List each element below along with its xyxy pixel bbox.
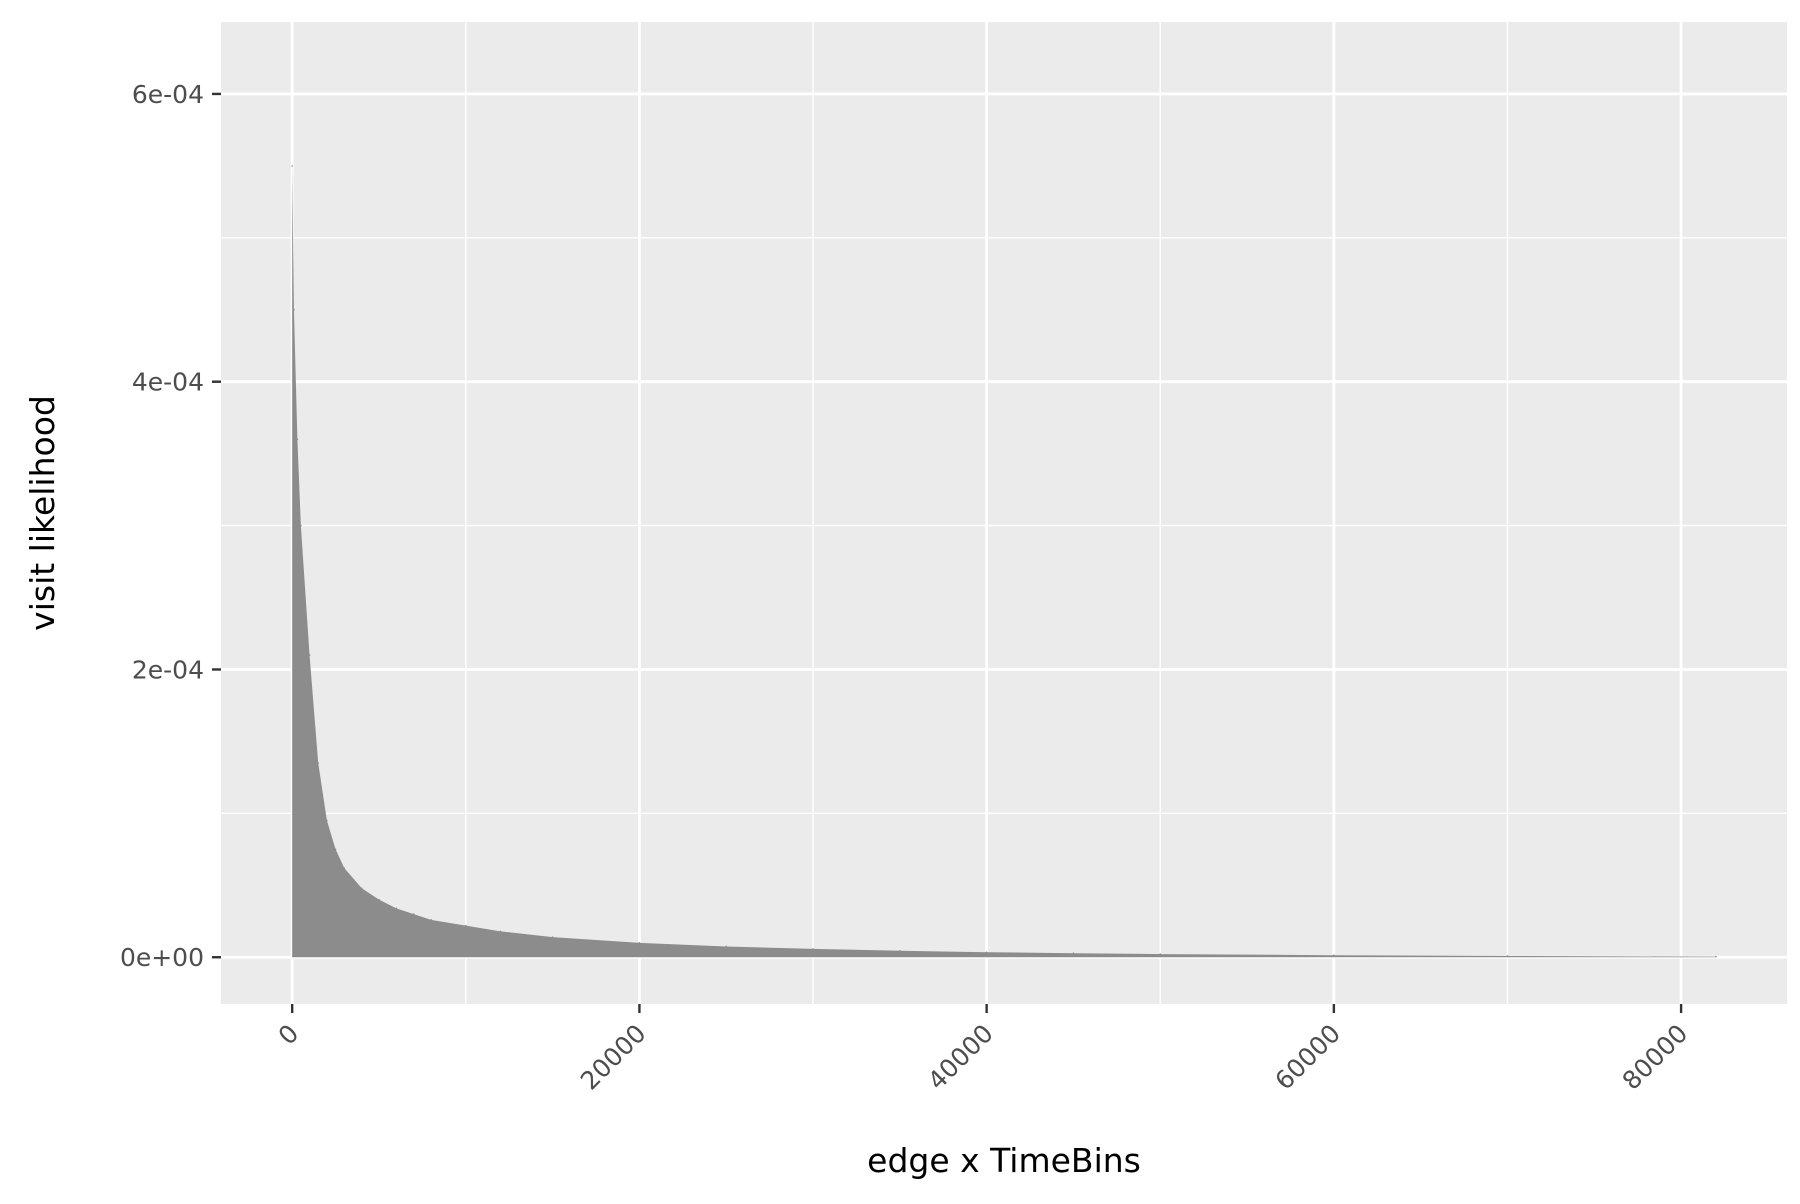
area-data-point [430,919,432,921]
area-data-point [1159,953,1162,955]
area-data-point [293,308,295,311]
x-tick-label: 20000 [575,1019,652,1096]
x-tick-label: 60000 [1269,1019,1346,1096]
area-data-point [899,949,901,952]
area-data-point [395,907,398,910]
area-data-point [725,945,728,948]
area-data-point [317,762,320,764]
area-data-point [551,936,554,938]
area-data-point [1072,952,1075,955]
y-tick-label: 2e-04 [132,655,204,684]
minor-gridlines [221,22,1787,1004]
area-data-point [812,948,814,950]
area-data-point [1506,955,1509,957]
plot-panel [221,22,1787,1004]
x-tick-label: 80000 [1617,1019,1694,1096]
y-tick-label: 0e+00 [120,943,204,972]
y-tick-label: 6e-04 [132,80,204,109]
area-data-point [296,438,299,441]
area-data-point [360,887,363,889]
area-data-point [638,942,641,944]
y-tick-label: 4e-04 [132,368,204,397]
area-data-point [326,819,328,822]
y-axis-title: visit likelihood [23,395,62,631]
area-data-point [1333,954,1335,957]
area-data-point [334,848,337,851]
area-layer [291,165,1717,958]
area-data-point [300,524,302,527]
area-data-point [1715,955,1717,958]
x-tick-label: 40000 [922,1019,999,1096]
area-data-point [343,867,346,869]
area-data-point [499,930,502,933]
area-data-point [378,898,380,901]
x-tick-label: 0 [273,1019,305,1051]
area-data-point [291,165,293,167]
area-data-point [464,924,467,927]
area-data-point [412,913,415,915]
x-axis-title: edge x TimeBins [867,1141,1141,1180]
area-data-point [985,951,988,954]
area-data-point [308,654,311,656]
